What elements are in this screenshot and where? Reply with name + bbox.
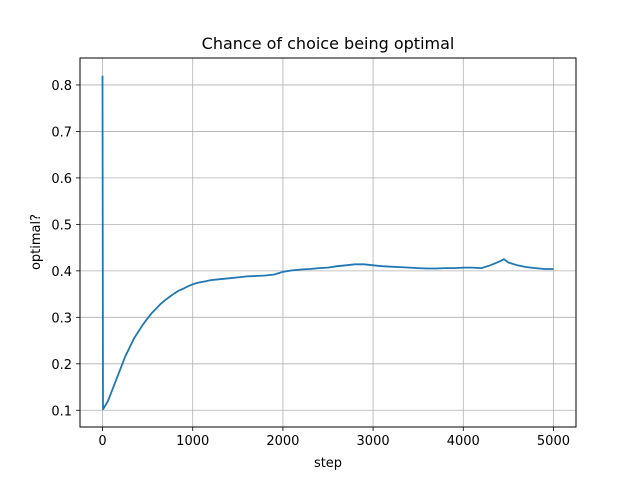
ticks: 0 1000 2000 3000 4000 5000 0.1 0.2 0.3 0.4 0.5 0.6 0… xyxy=(51,79,570,449)
x-tick-label: 1000 xyxy=(176,434,209,449)
y-tick-label: 0.8 xyxy=(51,79,72,94)
y-tick-label: 0.3 xyxy=(51,311,72,326)
y-tick-label: 0.2 xyxy=(51,358,72,373)
y-tick-label: 0.6 xyxy=(51,172,72,187)
chart-title: Chance of choice being optimal xyxy=(202,34,455,53)
y-tick-label: 0.5 xyxy=(51,218,72,233)
series-layer xyxy=(101,75,554,411)
y-axis-label: optimal? xyxy=(29,214,44,270)
x-tick-label: 2000 xyxy=(266,434,299,449)
x-tick-label: 5000 xyxy=(537,434,570,449)
x-axis-label: step xyxy=(314,456,342,471)
series-line-0 xyxy=(101,75,554,411)
y-tick-label: 0.7 xyxy=(51,125,72,140)
grid xyxy=(80,58,576,427)
y-tick-label: 0.1 xyxy=(51,404,72,419)
x-tick-label: 3000 xyxy=(357,434,390,449)
x-tick-label: 4000 xyxy=(447,434,480,449)
y-tick-label: 0.4 xyxy=(51,265,72,280)
x-tick-label: 0 xyxy=(98,434,106,449)
plot-area-frame xyxy=(79,57,577,428)
